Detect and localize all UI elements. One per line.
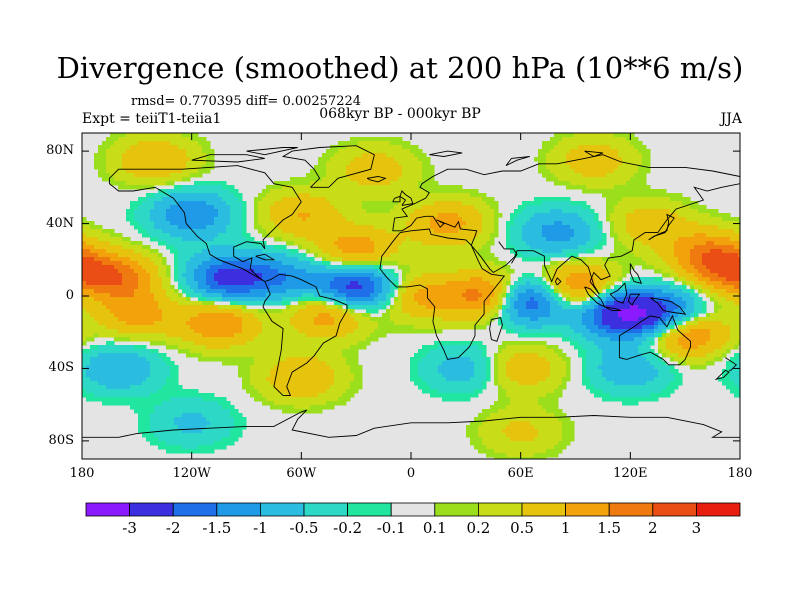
lat-tick-label: 40N <box>46 215 74 231</box>
season-label: JJA <box>720 111 742 127</box>
colorbar-swatch <box>347 502 392 517</box>
colorbar-label: 0.2 <box>466 519 491 537</box>
lon-tick-label: 120W <box>172 466 211 481</box>
coastline-segment <box>505 156 530 167</box>
coastline-segment <box>191 154 265 163</box>
lat-tick-label: 80S <box>48 432 74 448</box>
colorbar-swatch <box>521 502 566 517</box>
coastline-segment <box>498 241 518 264</box>
colorbar-label: -1 <box>253 519 268 537</box>
colorbar-swatch <box>477 502 523 517</box>
coastline-segment <box>281 145 375 188</box>
coastline-segment <box>82 409 740 438</box>
coastline-segment <box>584 150 604 157</box>
stats-text: rmsd= 0.770395 diff= 0.00257224 <box>131 94 362 109</box>
experiment-label: Expt = teiiT1-teiia1 <box>82 111 222 127</box>
coastline-segment <box>429 150 463 157</box>
coastline-segment <box>629 263 643 284</box>
divergence-field <box>82 133 740 459</box>
coastline-segment <box>262 273 348 397</box>
colorbar-label: 0.5 <box>510 519 534 537</box>
colorbar-swatch <box>129 502 174 517</box>
colorbar-swatch <box>608 502 654 517</box>
colorbar-swatch <box>303 502 348 517</box>
colorbar-label: 1.5 <box>597 519 622 537</box>
coastline-segment <box>246 147 298 156</box>
coastline-segment <box>554 277 562 286</box>
colorbar-label: -1.5 <box>202 519 232 537</box>
colorbar-label: -0.2 <box>333 519 363 537</box>
colorbar-label: 3 <box>691 519 702 537</box>
colorbar-label: -3 <box>122 519 137 537</box>
colorbar-label: 0.1 <box>422 519 447 537</box>
lon-tick-label: 180 <box>69 466 95 481</box>
lat-tick-label: 40S <box>48 360 74 376</box>
coastline-segment <box>725 357 738 371</box>
colorbar-label: 1 <box>560 519 571 537</box>
coastline-segment <box>618 314 692 366</box>
coastline-segment <box>366 176 387 183</box>
colorbar-swatch <box>259 502 305 517</box>
coastline-segment <box>392 195 401 203</box>
coastline-segment <box>108 165 302 282</box>
coastline-segment <box>392 154 740 295</box>
coastline-segment <box>650 297 687 315</box>
colorbar-swatch <box>85 502 130 517</box>
lat-tick-label: 80N <box>46 143 74 159</box>
lon-tick-label: 60E <box>507 466 534 481</box>
lat-tick-label: 0 <box>65 288 74 303</box>
coastline-segment <box>379 228 506 360</box>
colorbar-label: -0.1 <box>376 519 406 537</box>
coastline-segment <box>399 190 414 206</box>
lon-tick-label: 0 <box>406 466 416 481</box>
period-label: 068kyr BP - 000kyr BP <box>319 106 481 122</box>
coastline-segment <box>604 306 622 311</box>
colorbar-swatch <box>565 502 610 517</box>
coastline-segment <box>648 213 675 241</box>
lon-tick-label: 180 <box>727 466 753 481</box>
colorbar-label: -2 <box>165 519 181 537</box>
lon-tick-label: 120E <box>613 466 648 481</box>
colorbar-swatch <box>434 502 479 517</box>
coastline-segment <box>609 282 628 304</box>
coastline-segment <box>714 369 730 381</box>
colorbar-swatch <box>696 502 741 517</box>
colorbar-swatch <box>216 502 261 517</box>
map-title: Divergence (smoothed) at 200 hPa (10**6 … <box>56 51 744 85</box>
coastline-segment <box>255 253 276 261</box>
coastline-segment <box>489 317 503 342</box>
colorbar-label: 2 <box>648 519 658 537</box>
colorbar-swatch <box>652 502 697 517</box>
colorbar-swatch <box>390 502 436 517</box>
colorbar-swatch <box>172 502 218 517</box>
coastlines <box>82 145 740 438</box>
colorbar-label: -0.5 <box>289 519 319 537</box>
colorbar <box>85 502 741 517</box>
lon-tick-label: 60W <box>286 466 317 481</box>
coastline-segment <box>628 293 641 306</box>
